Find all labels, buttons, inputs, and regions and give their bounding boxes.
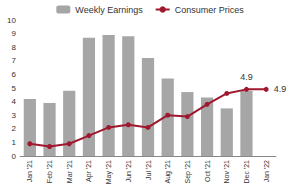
svg-text:Jun '21: Jun '21	[125, 160, 132, 182]
svg-text:4.9: 4.9	[274, 84, 287, 94]
svg-text:Nov '21: Nov '21	[223, 160, 230, 184]
svg-text:May '21: May '21	[105, 160, 113, 184]
svg-text:3: 3	[12, 111, 17, 120]
svg-text:Consumer Prices: Consumer Prices	[175, 5, 245, 15]
svg-text:Aug '21: Aug '21	[164, 160, 172, 184]
svg-text:6: 6	[12, 70, 17, 79]
svg-text:Jul '21: Jul '21	[145, 160, 152, 180]
svg-text:Dec '21: Dec '21	[243, 160, 250, 184]
svg-text:Feb '21: Feb '21	[46, 160, 53, 183]
svg-text:10: 10	[7, 16, 16, 25]
svg-text:Oct '21: Oct '21	[204, 160, 211, 182]
svg-text:0: 0	[12, 152, 17, 161]
svg-text:Apr '21: Apr '21	[85, 160, 93, 182]
svg-text:1: 1	[12, 138, 17, 147]
svg-text:4: 4	[12, 97, 17, 106]
svg-text:9: 9	[12, 29, 17, 38]
svg-text:7: 7	[12, 56, 17, 65]
svg-text:5: 5	[12, 84, 17, 93]
svg-text:8: 8	[12, 43, 17, 52]
svg-text:Jan '21: Jan '21	[26, 160, 33, 182]
svg-text:Mar '21: Mar '21	[66, 160, 73, 183]
svg-text:Sep '21: Sep '21	[184, 160, 192, 184]
svg-text:4.9: 4.9	[240, 72, 253, 82]
svg-text:Jan '22: Jan '22	[263, 160, 270, 182]
svg-text:2: 2	[12, 124, 17, 133]
svg-text:Weekly Earnings: Weekly Earnings	[75, 5, 143, 15]
